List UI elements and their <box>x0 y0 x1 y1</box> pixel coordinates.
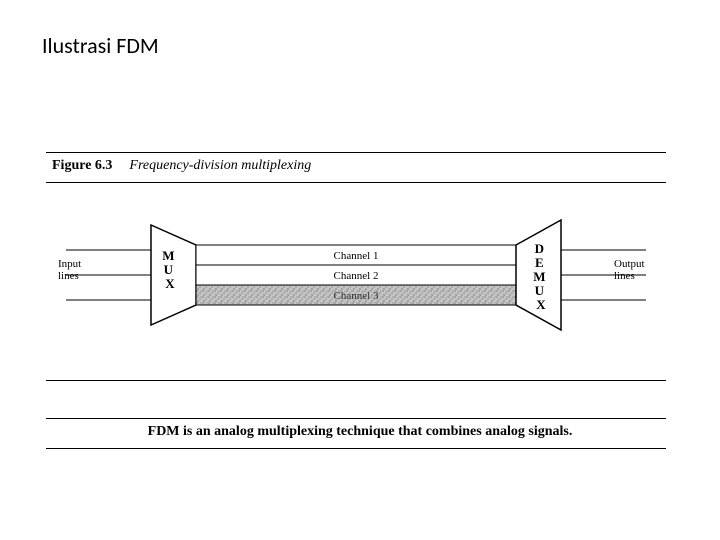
figure-caption-title: Frequency-division multiplexing <box>129 158 311 173</box>
rule-figure-top <box>46 152 666 153</box>
rule-caption-top <box>46 418 666 419</box>
channel-2-label: Channel 2 <box>334 270 379 282</box>
figure-caption: FDM is an analog multiplexing technique … <box>0 424 720 440</box>
diagram-svg: Input lines M U X Channel 1 Channel 2 Ch… <box>46 200 666 370</box>
rule-below-diagram <box>46 380 666 381</box>
output-lines-label: Output lines <box>614 258 647 282</box>
figure-number: Figure 6.3 <box>52 158 112 173</box>
rule-caption-bottom <box>46 448 666 449</box>
input-lines-label: Input lines <box>58 258 84 282</box>
channel-1-label: Channel 1 <box>334 250 379 262</box>
page-title: Ilustrasi FDM <box>42 32 159 59</box>
figure-label: Figure 6.3 Frequency-division multiplexi… <box>52 158 311 174</box>
channel-3-label: Channel 3 <box>334 290 379 302</box>
fdm-diagram: Input lines M U X Channel 1 Channel 2 Ch… <box>46 200 666 370</box>
rule-figure-mid <box>46 182 666 183</box>
